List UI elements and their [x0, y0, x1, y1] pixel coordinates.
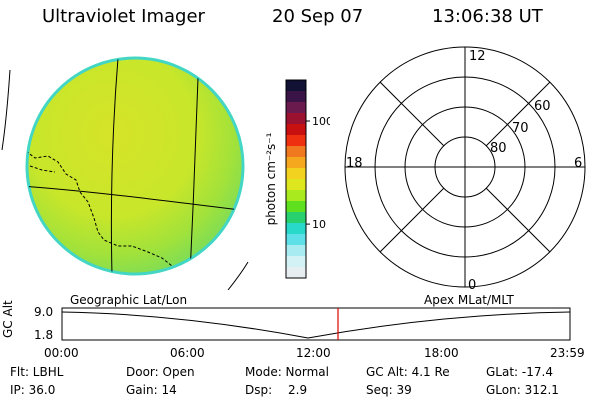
glon-status: GLon: 312.1 — [486, 383, 559, 397]
latitude-line — [27, 185, 241, 211]
coastline — [29, 165, 56, 173]
instrument-title: Ultraviolet Imager — [42, 6, 205, 27]
lat-label-80: 80 — [490, 141, 507, 156]
colorbar-stripe — [286, 256, 306, 268]
colorbar-stripe — [286, 168, 306, 180]
colorbar-stripe — [286, 113, 306, 125]
time-tick-2359: 23:59 — [550, 346, 585, 360]
altitude-plot — [61, 307, 571, 341]
alt-tick-low: 1.8 — [34, 328, 54, 342]
mode-status: Mode: Normal — [245, 365, 329, 379]
mlt-label-12: 12 — [469, 49, 486, 64]
colorbar-stripe — [286, 234, 306, 246]
mlt-diagonal — [379, 187, 445, 253]
seq-status: Seq: 39 — [366, 383, 412, 397]
colorbar-stripe — [286, 201, 306, 213]
dsp-label: Dsp: — [245, 383, 273, 397]
altitude-curve — [61, 311, 571, 339]
longitude-line — [227, 261, 249, 290]
colorbar-stripe — [286, 146, 306, 158]
colorbar-tick-label: 10 — [312, 218, 326, 231]
colorbar-tick-label: 100 — [312, 115, 330, 128]
colorbar-stripe — [286, 267, 306, 279]
colorbar-stripe — [286, 190, 306, 202]
dsp-value: 2.9 — [288, 383, 308, 397]
colorbar-stripe — [286, 102, 306, 114]
date-label: 20 Sep 07 — [272, 6, 364, 27]
earth-image-panel — [1, 56, 249, 290]
apex-mlat-mlt-label: Apex MLat/MLT — [424, 293, 514, 307]
earth-disk — [25, 56, 245, 276]
longitude-line — [110, 58, 119, 274]
geographic-lat-lon-label: Geographic Lat/Lon — [70, 293, 188, 307]
longitude-line — [1, 69, 11, 151]
coastline — [27, 147, 173, 267]
time-tick-0600: 06:00 — [170, 346, 205, 360]
glat-status: GLat: -17.4 — [486, 365, 553, 379]
time-tick-1800: 18:00 — [424, 346, 459, 360]
colorbar-stripe — [286, 91, 306, 103]
colorbar-stripe — [286, 80, 306, 92]
colorbar-stripe — [286, 135, 306, 147]
colorbar-stripe — [286, 124, 306, 136]
gc-alt-status: GC Alt: 4.1 Re — [366, 365, 450, 379]
time-tick-1200: 12:00 — [296, 346, 331, 360]
longitude-line — [189, 77, 199, 274]
time-tick-0000: 00:00 — [44, 346, 79, 360]
colorbar-stripe — [286, 157, 306, 169]
alt-tick-high: 9.0 — [34, 305, 54, 319]
colorbar-unit-label: photon cm⁻²s⁻¹ — [264, 132, 278, 225]
mlt-diagonal — [379, 81, 445, 147]
mlt-label-6: 6 — [574, 156, 582, 171]
colorbar-stripe — [286, 223, 306, 235]
polar-mlat-mlt-plot: 12 18 6 0 60 70 80 — [344, 46, 586, 293]
filter-status: Flt: LBHL — [10, 365, 64, 379]
gc-alt-axis-label: GC Alt — [1, 300, 15, 338]
time-label: 13:06:38 UT — [432, 6, 543, 27]
colorbar-stripe — [286, 212, 306, 224]
gain-status: Gain: 14 — [126, 383, 177, 397]
mlt-diagonal — [485, 81, 551, 147]
mlt-diagonal — [485, 187, 551, 253]
colorbar-stripe — [286, 245, 306, 257]
mlt-label-18: 18 — [346, 156, 363, 171]
colorbar-stripe — [286, 179, 306, 191]
lat-label-70: 70 — [512, 121, 529, 136]
mlt-label-0: 0 — [468, 278, 476, 293]
ip-status: IP: 36.0 — [10, 383, 56, 397]
color-scale-bar: 100 10 photon cm⁻²s⁻¹ — [264, 79, 330, 279]
door-status: Door: Open — [126, 365, 195, 379]
lat-label-60: 60 — [534, 99, 551, 114]
